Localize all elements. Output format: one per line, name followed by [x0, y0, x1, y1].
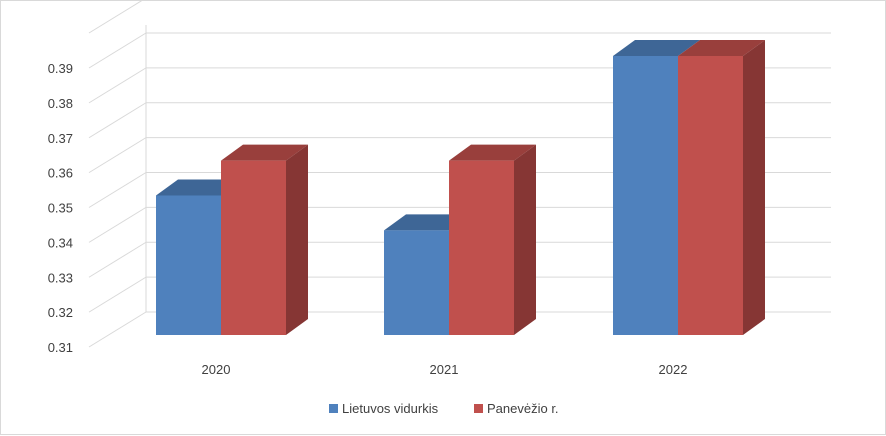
bar-side-face — [514, 144, 536, 335]
x-tick-label: 2020 — [202, 362, 231, 377]
y-tick-label: 0.35 — [48, 201, 73, 216]
bar-2020-series-2 — [221, 144, 308, 335]
legend-item-1: Lietuvos vidurkis — [329, 401, 439, 416]
gridline-diagonal — [88, 32, 147, 69]
gridline-diagonal — [88, 102, 147, 139]
y-tick-label: 0.36 — [48, 166, 73, 181]
legend-swatch — [474, 404, 483, 413]
bar-top-face — [678, 40, 765, 56]
bar-top-face — [613, 40, 700, 56]
y-tick-label: 0.37 — [48, 131, 73, 146]
gridline-diagonal — [88, 137, 147, 174]
bar-side-face — [743, 40, 765, 335]
bar-top-face — [449, 144, 536, 161]
bar-front-face — [613, 56, 678, 335]
y-tick-label: 0.33 — [48, 270, 73, 285]
gridline-diagonal — [88, 1, 143, 34]
bar-2021-series-2 — [449, 144, 536, 335]
gridline-diagonal — [88, 172, 147, 208]
gridline-diagonal — [88, 206, 147, 243]
gridline-diagonal — [88, 67, 147, 104]
bar-front-face — [156, 195, 221, 335]
bar-front-face — [384, 230, 449, 335]
bar-front-face — [449, 160, 514, 335]
bar-front-face — [221, 160, 286, 335]
gridline-diagonal — [88, 311, 147, 348]
bar-2022-series-1 — [613, 40, 700, 335]
bars-layer — [156, 40, 765, 335]
bar-top-face — [221, 144, 308, 161]
bar-2021-series-1 — [384, 214, 471, 335]
legend: Lietuvos vidurkis Panevėžio r. — [329, 401, 559, 416]
legend-swatch — [329, 404, 338, 413]
y-axis-ticks: 0.31 0.32 0.33 0.34 0.35 0.36 0.37 0.38 0.39 — [48, 61, 73, 355]
gridline-diagonal — [88, 276, 147, 313]
legend-label: Lietuvos vidurkis — [342, 401, 439, 416]
bar-front-face — [678, 56, 743, 335]
x-tick-label: 2021 — [430, 362, 459, 377]
legend-item-2: Panevėžio r. — [474, 401, 559, 416]
y-tick-label: 0.34 — [48, 235, 73, 250]
x-tick-label: 2022 — [659, 362, 688, 377]
gridline-diagonal — [88, 241, 147, 278]
y-tick-label: 0.31 — [48, 340, 73, 355]
y-tick-label: 0.38 — [48, 96, 73, 111]
legend-label: Panevėžio r. — [487, 401, 559, 416]
x-axis-ticks: 2020 2021 2022 — [202, 362, 688, 377]
y-tick-label: 0.32 — [48, 305, 73, 320]
bar-side-face — [286, 144, 308, 335]
bar-2022-series-2 — [678, 40, 765, 335]
y-tick-label: 0.39 — [48, 61, 73, 76]
